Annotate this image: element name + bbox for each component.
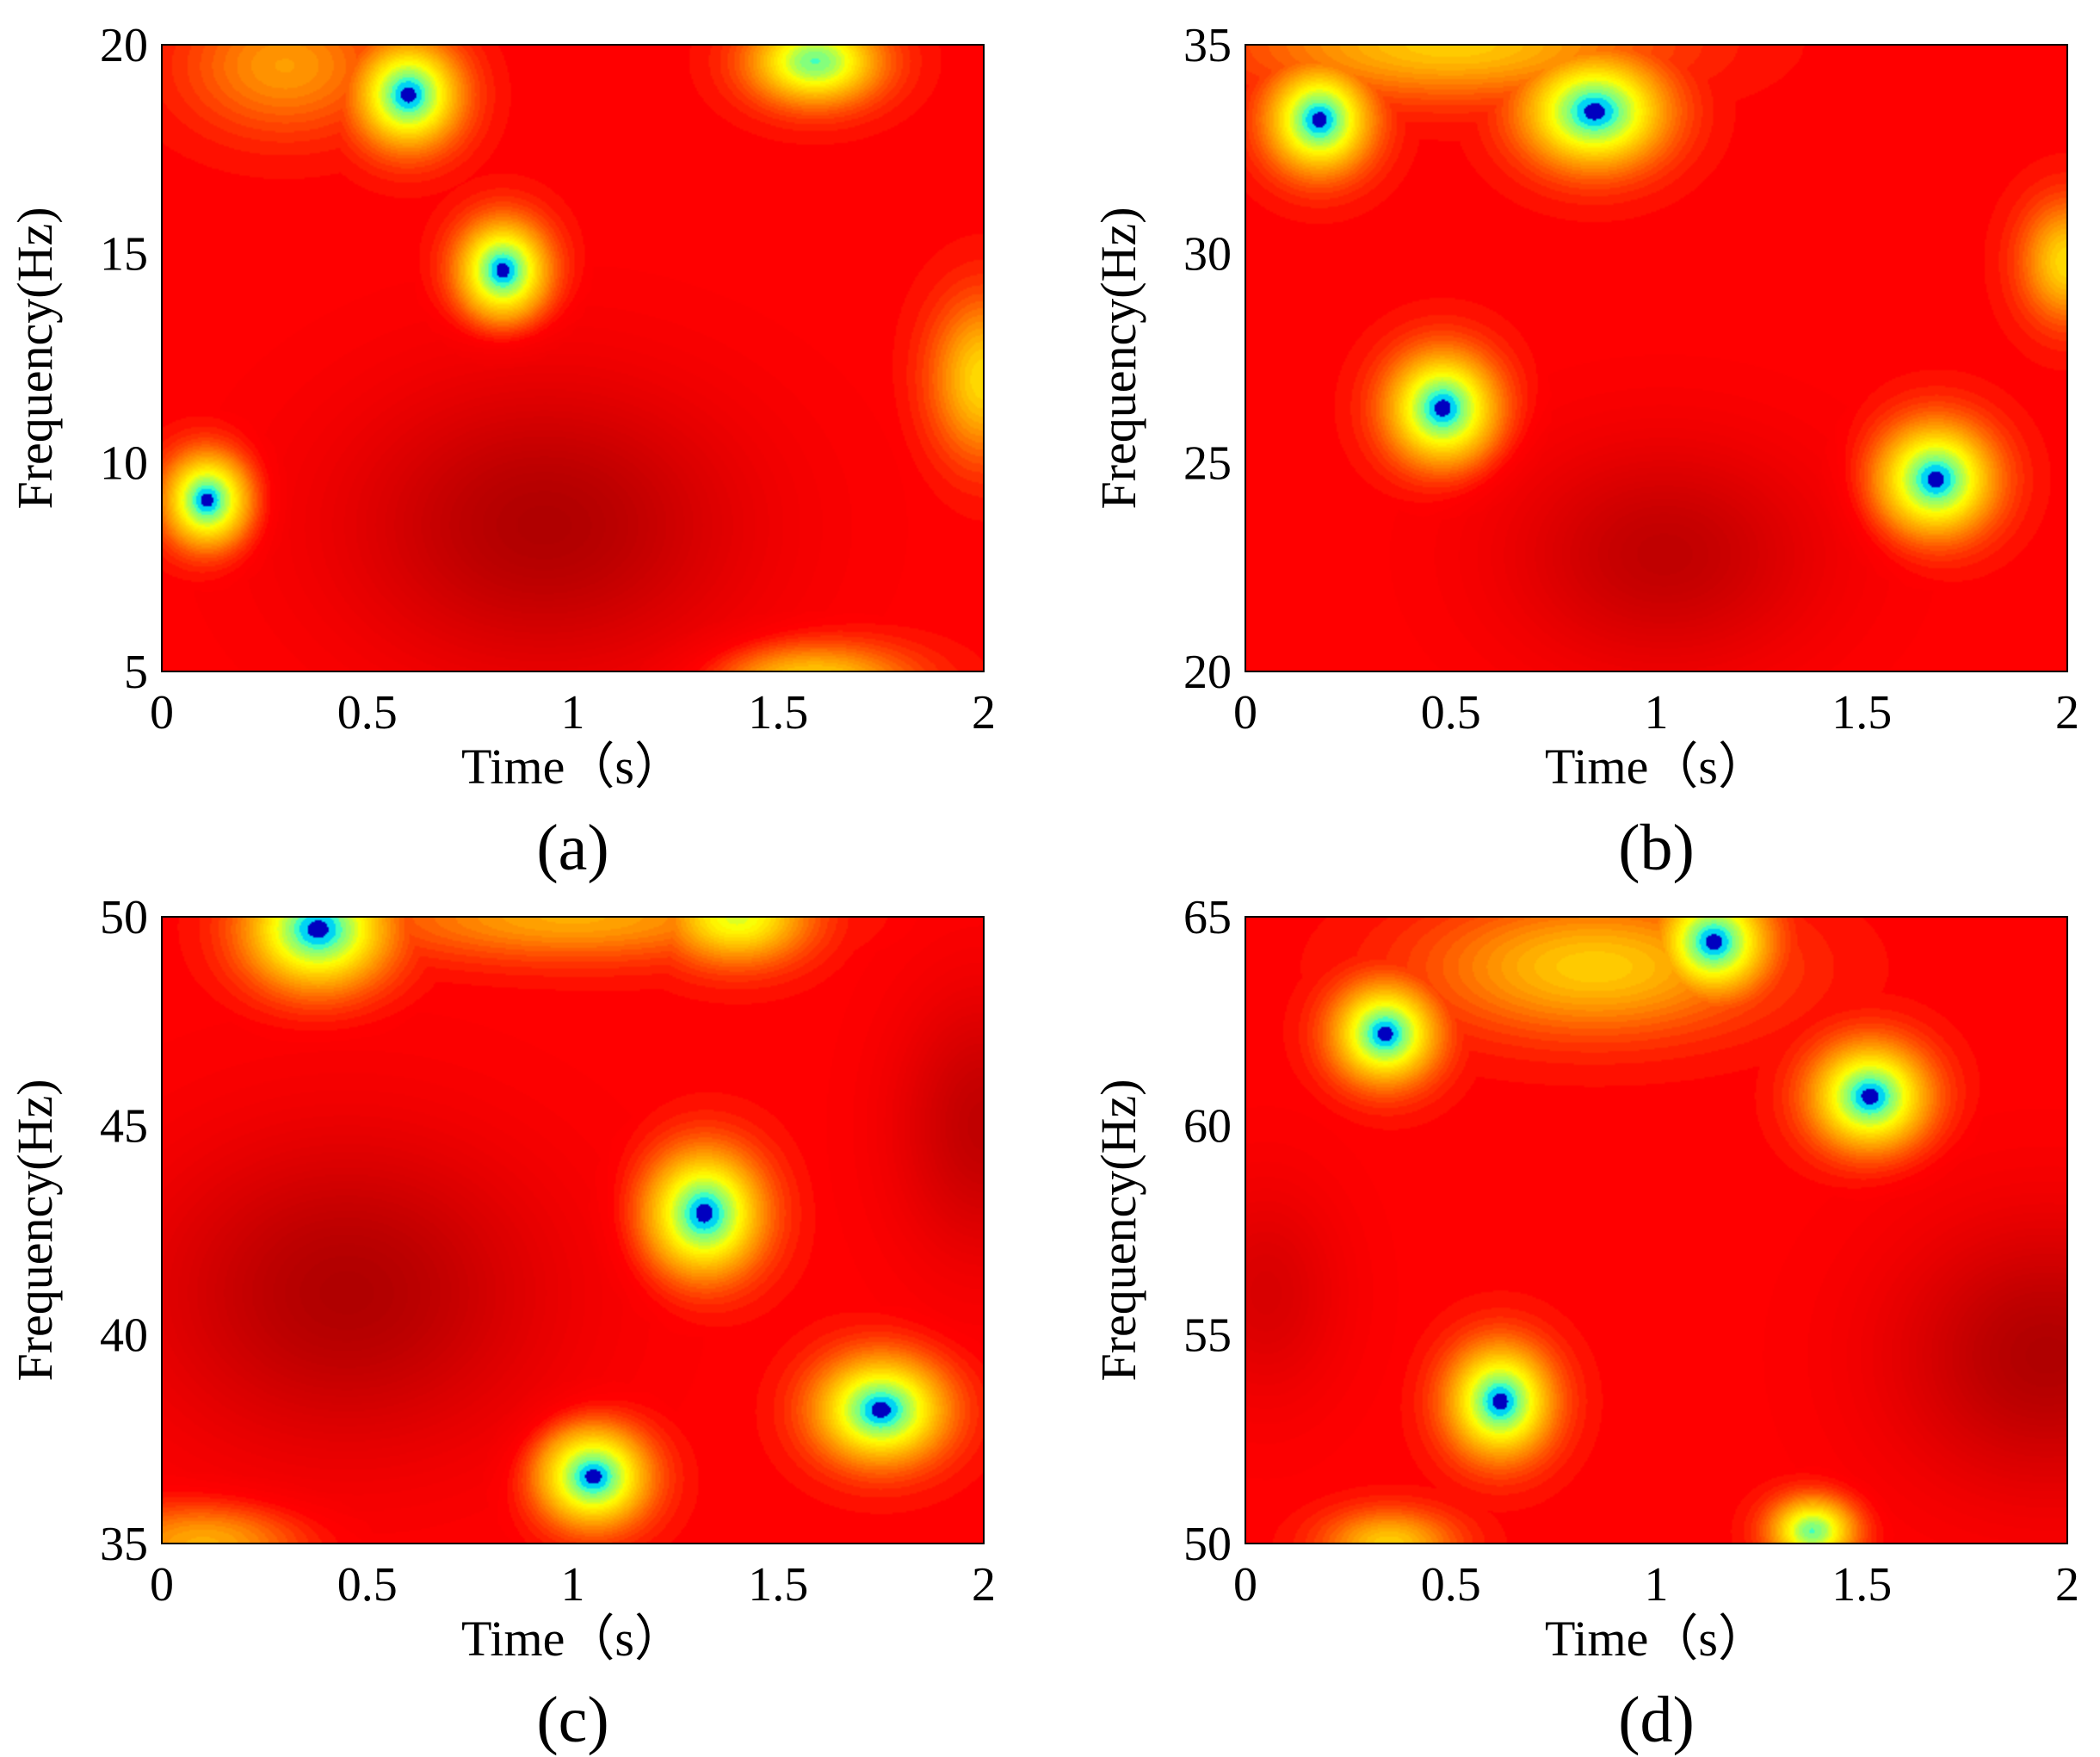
plot-frame-c [161, 916, 985, 1544]
y-tick-label-c: 45 [100, 1100, 148, 1154]
y-axis-label-a: Frequency(Hz) [7, 207, 63, 509]
y-axis-label-d: Frequency(Hz) [1090, 1079, 1146, 1381]
x-tick-label-a: 2 [972, 686, 996, 739]
y-tick-label-c: 50 [100, 891, 148, 944]
x-tick-label-c: 1.5 [748, 1558, 808, 1612]
x-tick-label-d: 2 [2055, 1558, 2079, 1612]
x-axis-label-c: Time（s） [461, 1611, 684, 1667]
y-tick-label-b: 30 [1183, 228, 1232, 281]
x-tick-label-d: 0.5 [1421, 1558, 1481, 1612]
plot-frame-d [1245, 916, 2068, 1544]
y-axis-label-c: Frequency(Hz) [7, 1079, 63, 1381]
y-tick-label-a: 5 [124, 646, 148, 699]
heatmap-a [162, 45, 984, 671]
panel-label-b: (b) [1618, 812, 1695, 884]
panel-c: 0 0.5 1 1.5 2 35 40 45 50 Time（s） Frequency(Hz)… [7, 891, 996, 1756]
x-tick-label-c: 0 [150, 1558, 174, 1612]
x-axis-label-b: Time（s） [1545, 739, 1768, 795]
heatmap-b [1245, 45, 2067, 671]
panel-b: 0 0.5 1 1.5 2 20 25 30 35 Time（s） Frequency(Hz)… [1090, 19, 2079, 884]
y-tick-label-d: 65 [1183, 891, 1232, 944]
y-tick-label-d: 60 [1183, 1100, 1232, 1154]
x-tick-label-a: 1 [561, 686, 585, 739]
heatmap-d [1245, 917, 2067, 1544]
x-tick-label-b: 0.5 [1421, 686, 1481, 739]
y-tick-label-d: 55 [1183, 1308, 1232, 1362]
y-tick-label-b: 35 [1183, 19, 1232, 72]
panel-d: 0 0.5 1 1.5 2 50 55 60 65 Time（s） Frequency(Hz)… [1090, 891, 2079, 1756]
x-tick-label-b: 1.5 [1831, 686, 1892, 739]
y-tick-label-a: 15 [100, 228, 148, 281]
x-tick-label-d: 0 [1233, 1558, 1257, 1612]
y-tick-label-a: 20 [100, 19, 148, 72]
x-tick-label-a: 0 [150, 686, 174, 739]
x-axis-label-d: Time（s） [1545, 1611, 1768, 1667]
x-tick-label-c: 2 [972, 1558, 996, 1612]
x-tick-label-b: 0 [1233, 686, 1257, 739]
x-tick-label-c: 0.5 [337, 1558, 398, 1612]
y-tick-label-a: 10 [100, 436, 148, 490]
y-tick-label-c: 35 [100, 1518, 148, 1571]
y-tick-label-d: 50 [1183, 1518, 1232, 1571]
x-tick-label-d: 1.5 [1831, 1558, 1892, 1612]
x-tick-label-d: 1 [1645, 1558, 1669, 1612]
y-axis-label-b: Frequency(Hz) [1090, 207, 1146, 509]
x-tick-label-c: 1 [561, 1558, 585, 1612]
x-tick-label-b: 2 [2055, 686, 2079, 739]
x-axis-label-a: Time（s） [461, 739, 684, 795]
plot-frame-b [1245, 44, 2068, 672]
x-tick-label-a: 0.5 [337, 686, 398, 739]
y-tick-label-b: 20 [1183, 646, 1232, 699]
panel-label-d: (d) [1618, 1684, 1695, 1756]
heatmap-c [162, 917, 984, 1544]
x-tick-label-b: 1 [1645, 686, 1669, 739]
y-tick-label-c: 40 [100, 1308, 148, 1362]
plot-frame-a [161, 44, 985, 672]
panel-label-c: (c) [536, 1684, 608, 1756]
panel-label-a: (a) [536, 812, 608, 884]
x-tick-label-a: 1.5 [748, 686, 808, 739]
y-tick-label-b: 25 [1183, 436, 1232, 490]
